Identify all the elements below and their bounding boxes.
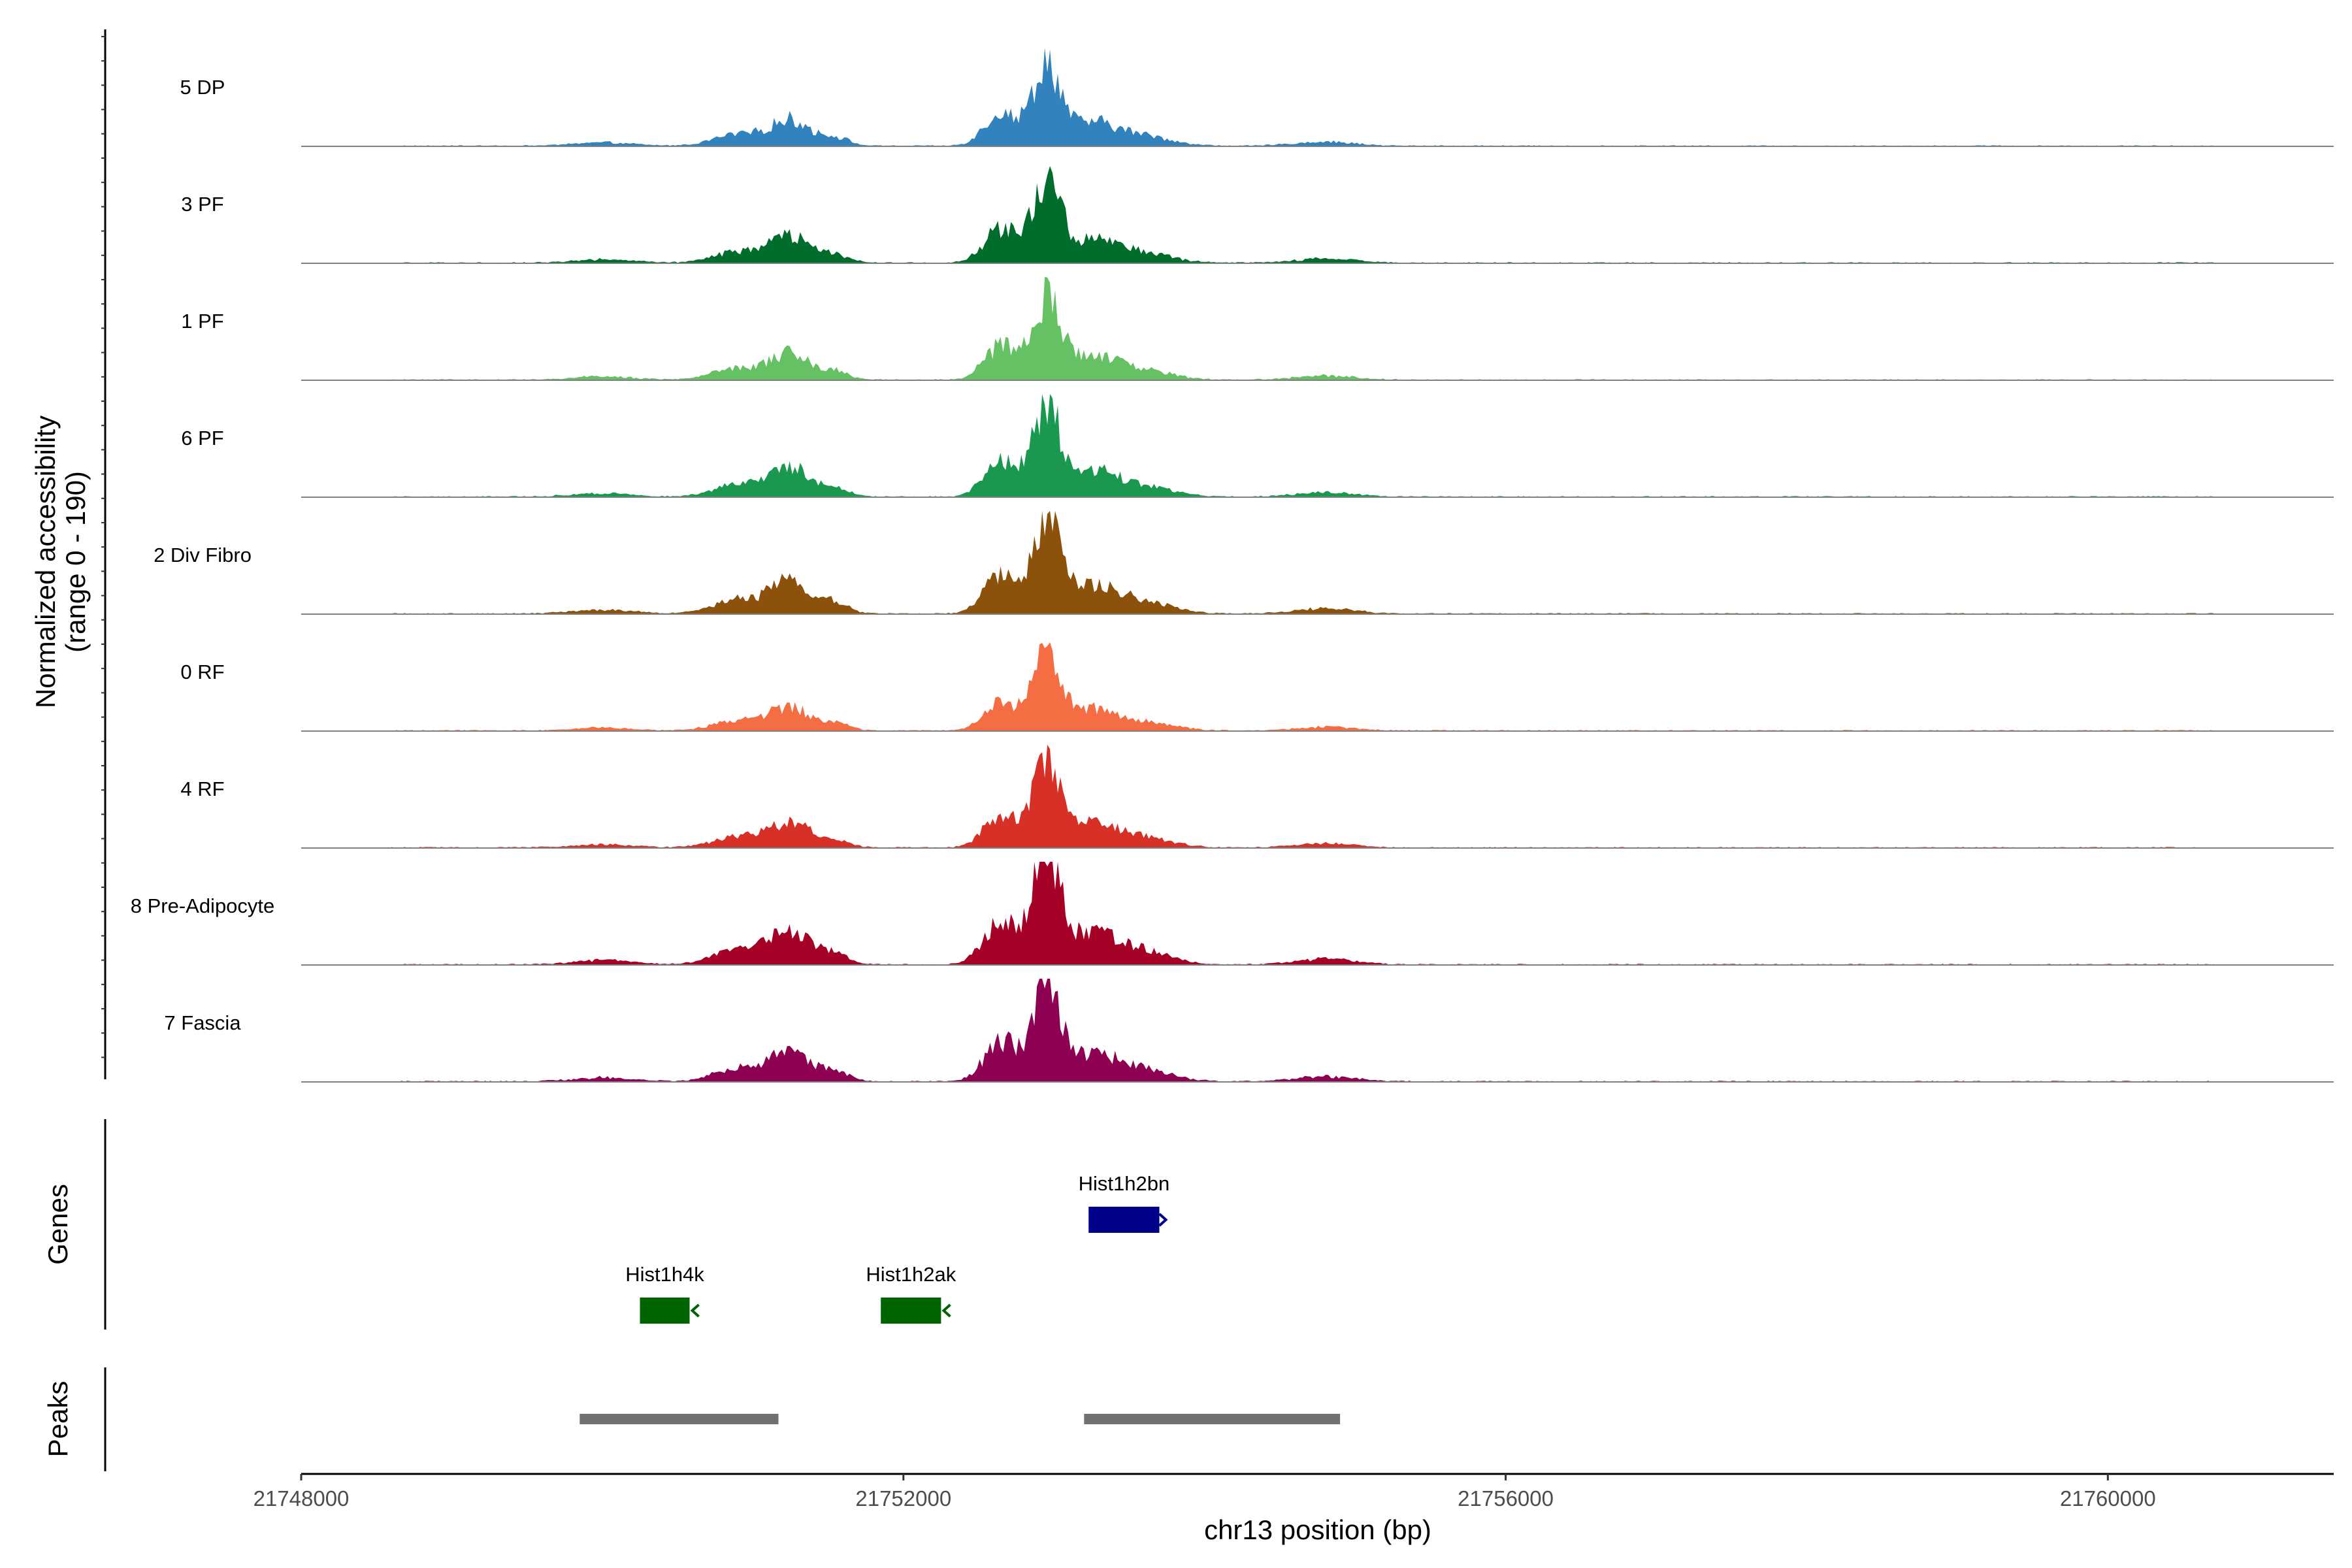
x-tick-label: 21760000 [2060,1486,2156,1511]
track-label: 3 PF [181,193,223,216]
x-tick-label: 21756000 [1458,1486,1554,1511]
gene-body [881,1298,941,1324]
peak-bar [580,1414,779,1424]
gene-body [1088,1207,1160,1233]
gene-strand-arrow [690,1303,700,1318]
genes-panel-title: Genes [42,1184,73,1265]
y-axis-range: (range 0 - 190) [60,471,91,653]
x-tick-label: 21748000 [253,1486,350,1511]
gene-strand-arrow [1158,1213,1168,1227]
gene-annotations: Hist1h2bn Hist1h4k Hist1h2ak [625,1172,1169,1324]
track-label: 5 DP [180,76,225,99]
peak-bar [1084,1414,1341,1424]
track-label: 0 RF [180,661,224,683]
track-label: 4 RF [180,777,224,800]
track-label: 8 Pre-Adipocyte [131,894,275,917]
track-label: 7 Fascia [164,1011,241,1034]
coverage-y-ticks [101,36,105,1058]
track-label: 6 PF [181,427,223,449]
gene-label: Hist1h4k [625,1263,704,1286]
track-label: 2 Div Fibro [154,544,252,566]
gene-label: Hist1h2bn [1079,1172,1170,1195]
peaks-panel-title: Peaks [42,1381,73,1458]
x-axis-ticks: 21748000 21752000 21756000 21760000 [253,1474,2156,1511]
peak-regions [580,1414,1341,1424]
gene-strand-arrow [941,1303,951,1318]
gene-label: Hist1h2ak [866,1263,956,1286]
coverage-tracks: 5 DP 3 PF 1 PF 6 PF 2 Div Fibro 0 RF 4 RF 8 Pre… [131,48,2334,1083]
x-axis-title: chr13 position (bp) [1204,1514,1431,1545]
y-axis-title: Normalized accessibility [30,416,61,708]
x-tick-label: 21752000 [855,1486,951,1511]
track-label: 1 PF [181,310,223,333]
gene-body [640,1298,690,1324]
